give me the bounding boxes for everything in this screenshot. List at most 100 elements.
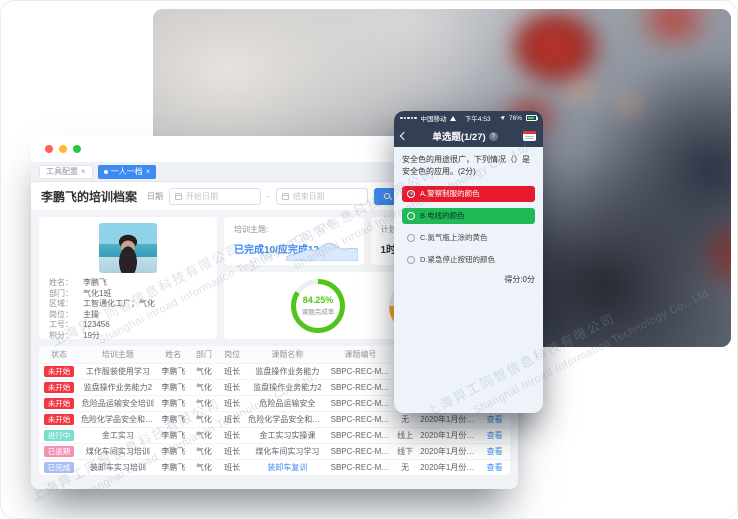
tab-person-archive[interactable]: 一人一档 ×	[97, 164, 157, 179]
profile-field-label: 姓名：	[49, 278, 73, 287]
course-completion-donut: 84.25% 课题完成率	[291, 278, 345, 333]
table-cell-dept: 气化	[189, 442, 218, 459]
table-cell-action[interactable]: 查看	[479, 426, 510, 443]
radio-icon	[407, 233, 415, 242]
table-cell-mode: 无	[392, 410, 419, 427]
status-badge: 未开始	[43, 397, 75, 409]
table-cell-name: 李鹏飞	[156, 394, 190, 411]
option-d[interactable]: D.紧急停止按钮的颜色	[402, 252, 535, 268]
table-cell-course[interactable]: 装卸车复训	[246, 458, 329, 475]
table-cell-plan: 2020年1月份培训计划	[418, 458, 480, 475]
table-cell-dept: 气化	[189, 458, 218, 475]
close-tab-icon[interactable]: ×	[81, 167, 86, 176]
table-cell-action[interactable]: 查看	[479, 458, 510, 475]
table-row[interactable]: 进行中金工实习李鹏飞气化班长金工实习实操课SBPC-REC-MEH-017线上2…	[39, 426, 510, 443]
option-a[interactable]: A.警察制服的颜色	[402, 185, 535, 202]
answer-sheet-icon[interactable]	[523, 131, 536, 141]
help-icon[interactable]: ?	[488, 131, 498, 141]
profile-field-value: 气化1班	[83, 288, 112, 298]
table-cell-course_no: SBPC-REC-MEH-017	[328, 394, 393, 411]
status-badge: 进行中	[43, 429, 75, 441]
table-cell-post: 班长	[217, 458, 247, 475]
close-window-button[interactable]	[45, 145, 53, 153]
table-row[interactable]: 已完成装卸车实习培训李鹏飞气化班长装卸车复训SBPC-REC-MEH-017无2…	[39, 458, 510, 475]
table-cell-name: 李鹏飞	[156, 458, 190, 475]
table-cell-topic: 监盘操作业务能力2	[79, 378, 157, 395]
table-cell-post: 班长	[217, 442, 247, 459]
course-completion-label: 课题完成率	[301, 309, 335, 316]
table-cell-name: 李鹏飞	[156, 362, 190, 379]
score-label: 得分:0分	[504, 274, 535, 284]
table-cell-status: 进行中	[39, 426, 80, 443]
table-cell-status: 未开始	[39, 394, 80, 411]
battery-icon	[526, 115, 538, 121]
status-badge: 未开始	[43, 381, 75, 393]
profile-field-value: 123456	[83, 320, 110, 329]
profile-field-value: 李鹏飞	[83, 278, 107, 287]
table-cell-name: 李鹏飞	[156, 426, 190, 443]
trend-sparkline	[285, 242, 358, 261]
profile-detail-list: 姓名： 李鹏飞 部门： 气化1班 区域： 工智通化工厂；气化 岗位： 主操 工号： 123456 积…	[49, 278, 207, 341]
active-tab-dot-icon	[103, 169, 108, 174]
table-row[interactable]: 已逾期煤化车间实习培训李鹏飞气化班长煤化车间实习学习SBPC-REC-MEH-0…	[39, 442, 510, 459]
page-title: 李鹏飞的培训档案	[41, 189, 138, 204]
minimize-window-button[interactable]	[59, 145, 67, 153]
table-cell-topic: 煤化车间实习培训	[79, 442, 157, 459]
profile-field-label: 部门：	[49, 288, 73, 298]
date-range-separator: -	[267, 191, 270, 201]
end-date-input[interactable]: 结束日期	[275, 187, 368, 205]
table-header-cell: 状态	[39, 346, 80, 363]
table-header-cell: 部门	[189, 346, 218, 363]
table-header-cell: 姓名	[156, 346, 190, 363]
option-b[interactable]: B.电线的颜色	[402, 207, 535, 224]
table-cell-action[interactable]: 查看	[479, 410, 510, 427]
table-cell-course: 煤化车间实习学习	[246, 442, 329, 459]
table-cell-course_no: SBPC-REC-MEH-017	[328, 442, 393, 459]
table-header-cell: 岗位	[217, 346, 247, 363]
option-c[interactable]: C.氮气瓶上涂的黄色	[402, 230, 535, 246]
table-cell-dept: 气化	[189, 410, 218, 427]
avatar	[99, 223, 157, 273]
start-date-input[interactable]: 开始日期	[169, 187, 262, 205]
table-cell-plan: 2020年1月份培训计划	[418, 426, 480, 443]
tab-tool-config[interactable]: 工具配置 ×	[39, 164, 93, 179]
tab-label: 一人一档	[110, 167, 143, 176]
option-d-label: D.紧急停止按钮的颜色	[420, 255, 495, 265]
table-header-cell: 培训主题	[79, 346, 157, 363]
table-cell-dept: 气化	[189, 378, 218, 395]
table-cell-post: 班长	[217, 378, 247, 395]
profile-card: 姓名： 李鹏飞 部门： 气化1班 区域： 工智通化工厂；气化 岗位： 主操 工号： 123456 积…	[39, 217, 217, 341]
status-badge: 已完成	[43, 461, 75, 473]
profile-row: 姓名： 李鹏飞	[49, 278, 207, 289]
table-cell-course: 危险品运输安全	[246, 394, 329, 411]
profile-field-value: 工智通化工厂；气化	[83, 299, 155, 308]
profile-row: 岗位： 主操	[49, 310, 207, 321]
table-cell-action[interactable]: 查看	[479, 442, 510, 459]
table-cell-status: 已逾期	[39, 442, 80, 459]
start-date-placeholder: 开始日期	[186, 191, 219, 201]
table-cell-mode: 线上	[392, 426, 419, 443]
status-badge: 未开始	[43, 365, 75, 377]
table-cell-dept: 气化	[189, 426, 218, 443]
table-cell-course_no: SBPC-REC-MEH-017	[328, 362, 393, 379]
option-a-label: A.警察制服的颜色	[420, 189, 480, 199]
table-cell-post: 班长	[217, 410, 247, 427]
table-cell-status: 未开始	[39, 378, 80, 395]
radio-selected-icon	[407, 189, 415, 198]
close-tab-icon[interactable]: ×	[145, 167, 151, 176]
search-icon	[383, 193, 390, 199]
table-row[interactable]: 未开始危险化学品安全和MSDS李鹏飞气化班长危险化学品安全和MSDSSBPC-R…	[39, 410, 510, 427]
maximize-window-button[interactable]	[73, 145, 81, 153]
profile-field-label: 积分：	[49, 330, 73, 340]
radio-icon	[407, 211, 415, 220]
status-badge: 已逾期	[43, 445, 75, 457]
profile-field-label: 岗位：	[49, 309, 73, 319]
table-cell-plan: 2020年1月份培训计划	[418, 442, 480, 459]
phone-status-bar: 中国移动 下午4:53 76%	[394, 111, 543, 125]
calendar-icon	[175, 192, 183, 200]
table-cell-course: 危险化学品安全和MSDS	[246, 410, 329, 427]
table-cell-post: 班长	[217, 362, 247, 379]
profile-row: 积分： 19分	[49, 331, 207, 342]
clock-label: 下午4:53	[464, 116, 491, 123]
